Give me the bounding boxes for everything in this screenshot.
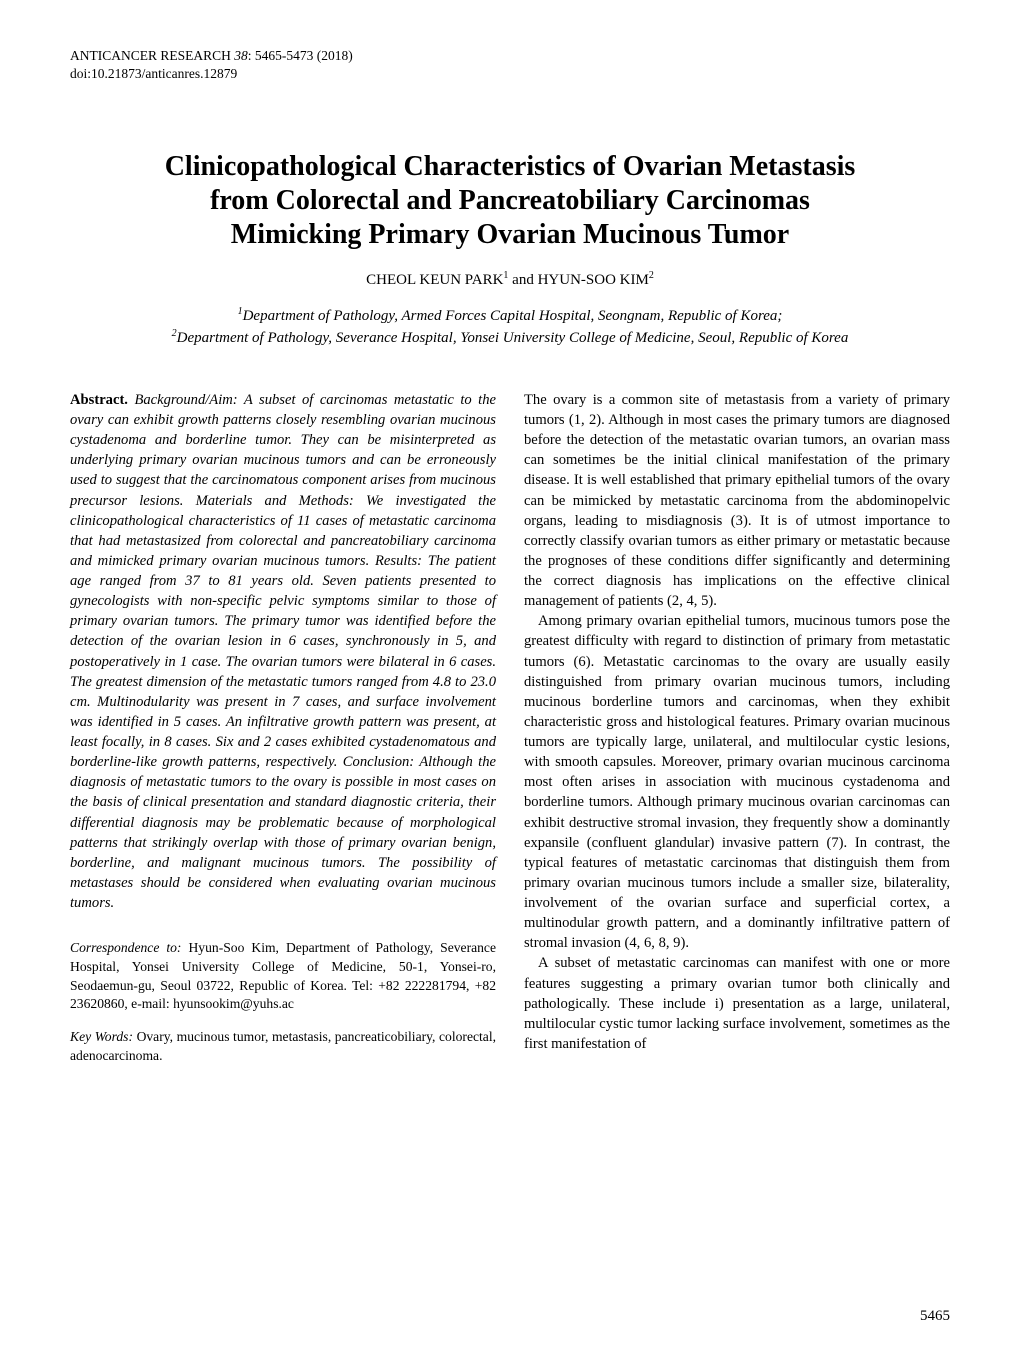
abstract-text: Background/Aim: A subset of carcinomas m… xyxy=(70,392,496,911)
body-paragraph-2: Among primary ovarian epithelial tumors,… xyxy=(524,611,950,953)
body-paragraph-1: The ovary is a common site of metastasis… xyxy=(524,390,950,611)
authors-line: CHEOL KEUN PARK1 and HYUN-SOO KIM2 xyxy=(70,270,950,289)
title-line-1: Clinicopathological Characteristics of O… xyxy=(165,151,856,182)
affiliation-1: Department of Pathology, Armed Forces Ca… xyxy=(243,308,783,324)
doi-line: doi:10.21873/anticanres.12879 xyxy=(70,66,950,82)
abstract-block: Abstract. Background/Aim: A subset of ca… xyxy=(70,390,496,913)
abstract-label: Abstract. xyxy=(70,392,128,408)
author-2: HYUN-SOO KIM xyxy=(538,272,649,288)
affiliation-2: Department of Pathology, Severance Hospi… xyxy=(177,330,849,346)
title-line-3: Mimicking Primary Ovarian Mucinous Tumor xyxy=(231,219,789,250)
title-line-2: from Colorectal and Pancreatobiliary Car… xyxy=(210,185,810,216)
body-paragraph-3: A subset of metastatic carcinomas can ma… xyxy=(524,953,950,1054)
running-head: ANTICANCER RESEARCH 38: 5465-5473 (2018) xyxy=(70,48,950,64)
keywords-label: Key Words: xyxy=(70,1029,137,1044)
page-number: 5465 xyxy=(920,1308,950,1325)
correspondence-label: Correspondence to: xyxy=(70,940,188,955)
author-2-affil-sup: 2 xyxy=(649,270,654,281)
two-column-body: Abstract. Background/Aim: A subset of ca… xyxy=(70,390,950,1066)
affiliations-block: 1Department of Pathology, Armed Forces C… xyxy=(70,305,950,348)
volume-issue: 38 xyxy=(234,48,248,63)
page-range: : 5465-5473 (2018) xyxy=(248,48,353,63)
author-1: CHEOL KEUN PARK xyxy=(366,272,503,288)
correspondence-block: Correspondence to: Hyun-Soo Kim, Departm… xyxy=(70,939,496,1014)
article-title: Clinicopathological Characteristics of O… xyxy=(70,150,950,252)
author-separator: and xyxy=(508,272,537,288)
keywords-block: Key Words: Ovary, mucinous tumor, metast… xyxy=(70,1028,496,1066)
journal-name: ANTICANCER RESEARCH xyxy=(70,48,234,63)
